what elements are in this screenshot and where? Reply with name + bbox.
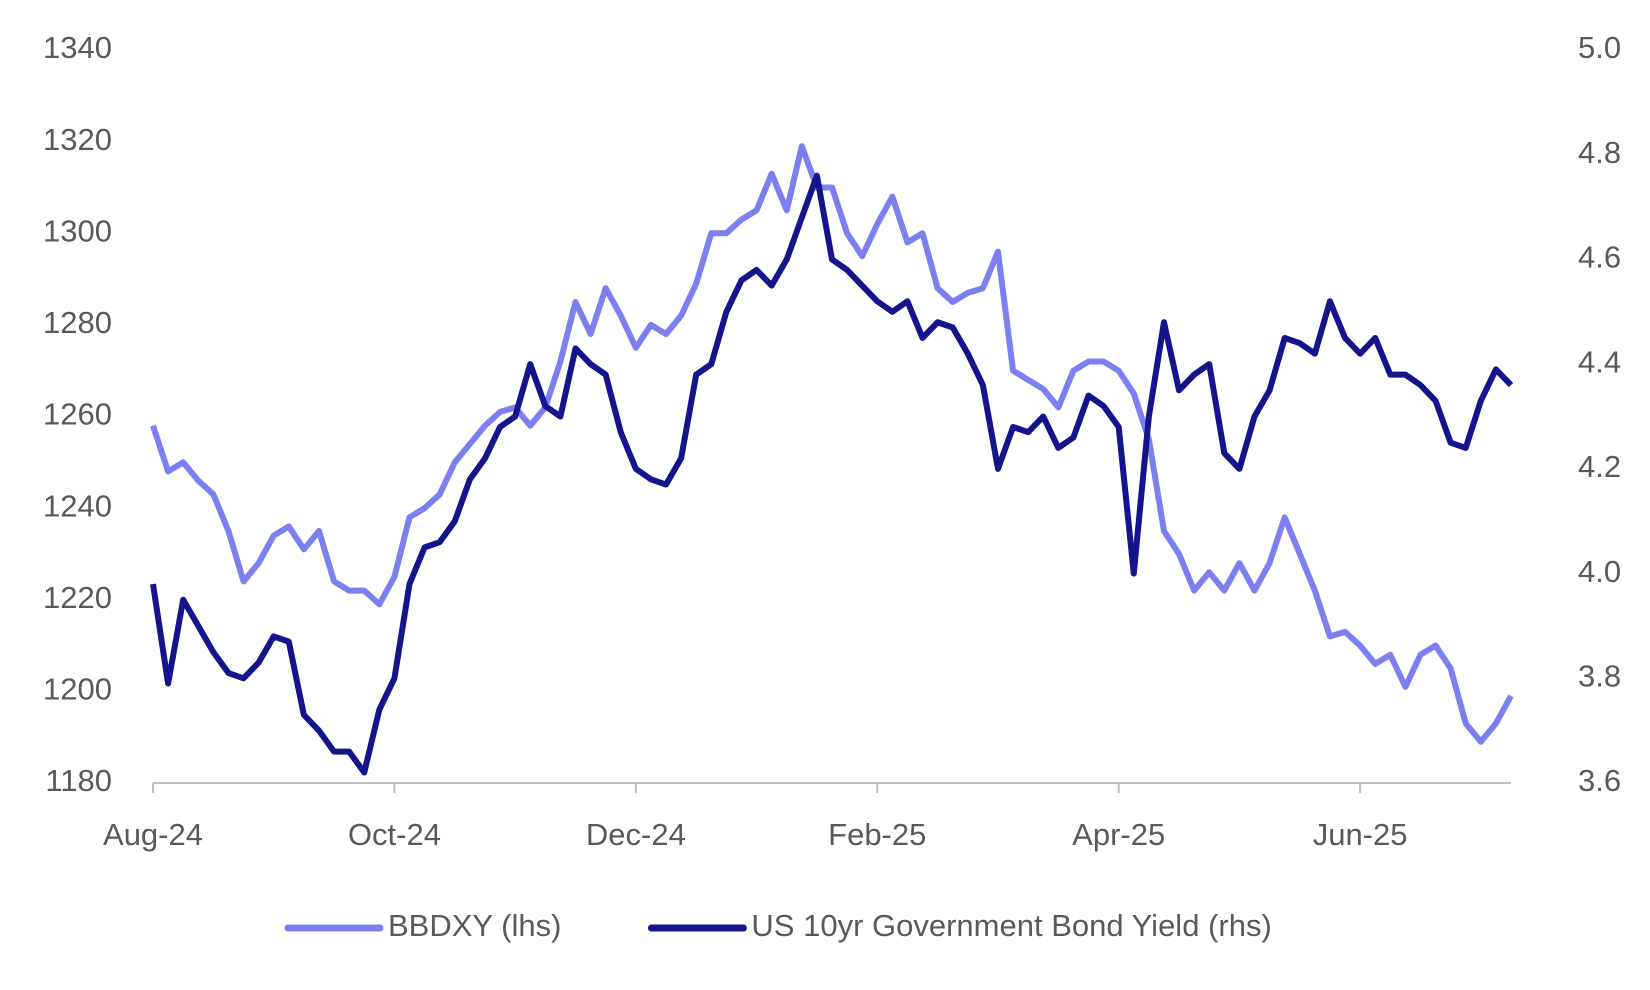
y-tick-label: 1320	[43, 122, 112, 157]
y-tick-label: 1200	[43, 672, 112, 707]
y2-tick-label: 5.0	[1578, 30, 1621, 65]
y-tick-label: 1300	[43, 213, 112, 248]
y2-tick-label: 3.8	[1578, 658, 1621, 693]
y-tick-label: 1280	[43, 305, 112, 340]
y2-tick-label: 4.0	[1578, 554, 1621, 589]
y-tick-label: 1260	[43, 397, 112, 432]
legend-label: US 10yr Government Bond Yield (rhs)	[751, 908, 1271, 943]
y-tick-label: 1340	[43, 30, 112, 65]
y2-tick-label: 4.8	[1578, 135, 1621, 170]
x-tick-label: Apr-25	[1072, 817, 1165, 852]
legend-label: BBDXY (lhs)	[388, 908, 561, 943]
x-tick-label: Jun-25	[1313, 817, 1408, 852]
y2-tick-label: 4.2	[1578, 449, 1621, 484]
y-tick-label: 1180	[45, 763, 112, 798]
x-tick-label: Feb-25	[828, 817, 926, 852]
y2-tick-label: 4.4	[1578, 344, 1621, 379]
x-tick-label: Oct-24	[348, 817, 441, 852]
y-tick-label: 1240	[43, 488, 112, 523]
x-tick-label: Aug-24	[103, 817, 203, 852]
line-series	[150, 143, 1514, 745]
y2-tick-label: 4.6	[1578, 240, 1621, 275]
x-tick-label: Dec-24	[586, 817, 686, 852]
y-tick-label: 1220	[43, 580, 112, 615]
line-series	[150, 172, 1514, 776]
y2-tick-label: 3.6	[1578, 763, 1621, 798]
